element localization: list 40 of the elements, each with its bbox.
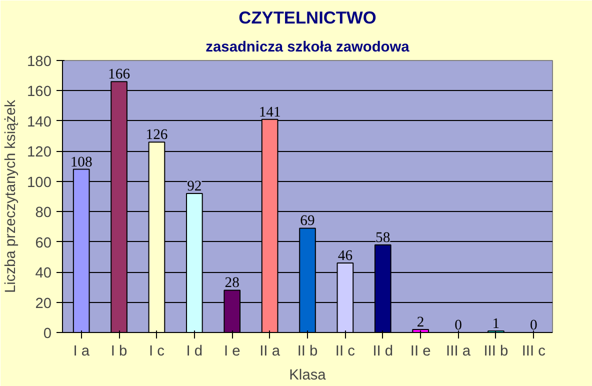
y-tick-label: 160 (27, 84, 52, 100)
data-label: 58 (376, 230, 390, 246)
x-tick-label: III a (446, 344, 472, 360)
x-tick-label: II e (410, 344, 431, 360)
data-label: 28 (224, 275, 240, 292)
x-tick-label: II c (335, 344, 355, 360)
x-axis-title: Klasa (289, 368, 327, 384)
data-label: 166 (108, 66, 130, 83)
x-tick-label: I c (148, 344, 164, 360)
data-label: 46 (338, 248, 353, 264)
y-tick-label: 120 (27, 144, 52, 161)
data-label: 1 (492, 316, 500, 332)
data-label: 92 (187, 178, 202, 194)
y-tick-label: 60 (35, 235, 52, 252)
data-label: 108 (70, 154, 92, 170)
x-tick-label: I b (110, 344, 128, 360)
y-tick-label: 0 (43, 326, 52, 342)
data-label: 141 (258, 104, 281, 120)
y-tick-label: 20 (35, 296, 52, 312)
chart-title: CZYTELNICTWO (238, 8, 376, 28)
y-tick-label: 40 (35, 266, 52, 282)
y-tick-label: 140 (27, 114, 52, 130)
x-tick-label: II d (372, 344, 394, 360)
data-label: 0 (454, 318, 462, 334)
x-tick-label: II b (297, 344, 318, 360)
x-tick-label: II a (260, 344, 281, 360)
data-label: 126 (146, 127, 168, 144)
y-tick-label: 80 (35, 205, 52, 222)
x-tick-label: I d (186, 344, 203, 360)
x-tick-label: I a (73, 344, 90, 360)
data-label: 2 (416, 314, 424, 330)
y-tick-label: 100 (27, 174, 52, 191)
data-label: 0 (530, 318, 538, 334)
data-label: 69 (300, 213, 315, 230)
y-axis-title: Liczba przeczytanych książek (3, 99, 20, 294)
y-tick-label: 180 (27, 54, 52, 70)
chart-subtitle: zasadnicza szkoła zawodowa (206, 40, 410, 56)
x-tick-label: III b (484, 344, 508, 360)
x-tick-label: III c (522, 344, 546, 360)
x-tick-label: I e (224, 344, 240, 360)
